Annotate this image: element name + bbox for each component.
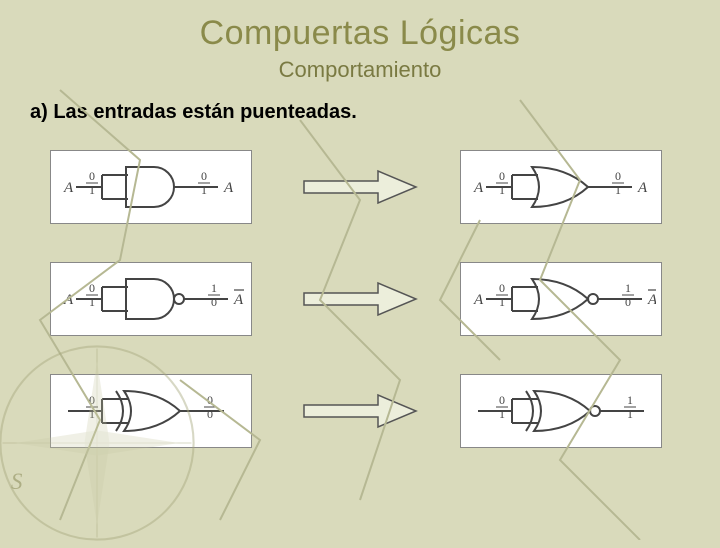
gate-or: 0 1 0 1 A A — [460, 150, 662, 224]
svg-text:1: 1 — [211, 281, 217, 295]
svg-text:1: 1 — [499, 183, 505, 197]
svg-text:0: 0 — [207, 393, 213, 407]
gate-and: 0 1 0 1 A A — [50, 150, 252, 224]
svg-text:1: 1 — [89, 295, 95, 309]
gate-nand: 0 1 1 0 A A — [50, 262, 252, 336]
svg-text:0: 0 — [499, 169, 505, 183]
svg-text:0: 0 — [89, 169, 95, 183]
svg-text:A: A — [637, 180, 648, 196]
svg-text:A: A — [233, 292, 244, 308]
svg-text:0: 0 — [207, 407, 213, 421]
svg-text:0: 0 — [89, 393, 95, 407]
svg-text:0: 0 — [89, 281, 95, 295]
svg-text:0: 0 — [625, 295, 631, 309]
gate-xnor: 0 1 1 1 — [460, 374, 662, 448]
svg-text:1: 1 — [627, 393, 633, 407]
svg-text:A: A — [63, 180, 74, 196]
svg-text:0: 0 — [499, 281, 505, 295]
arrow-row-2 — [300, 279, 420, 319]
svg-text:A: A — [473, 292, 484, 308]
arrow-row-3 — [300, 391, 420, 431]
svg-text:1: 1 — [89, 183, 95, 197]
svg-text:A: A — [223, 180, 234, 196]
gate-nor: 0 1 1 0 A A — [460, 262, 662, 336]
svg-text:A: A — [473, 180, 484, 196]
arrow-row-1 — [300, 167, 420, 207]
svg-text:1: 1 — [625, 281, 631, 295]
svg-text:1: 1 — [499, 407, 505, 421]
svg-text:1: 1 — [627, 407, 633, 421]
svg-text:0: 0 — [499, 393, 505, 407]
section-label: a) Las entradas están puenteadas. — [30, 101, 720, 124]
svg-text:0: 0 — [211, 295, 217, 309]
slide-title: Compuertas Lógicas — [0, 0, 720, 53]
gate-grid: 0 1 0 1 A A 0 1 0 1 A — [0, 142, 720, 456]
slide-subtitle: Comportamiento — [0, 57, 720, 83]
svg-text:0: 0 — [615, 169, 621, 183]
svg-text:A: A — [647, 292, 656, 308]
svg-text:1: 1 — [499, 295, 505, 309]
svg-text:1: 1 — [615, 183, 621, 197]
svg-text:1: 1 — [89, 407, 95, 421]
gate-xor: 0 1 0 0 — [50, 374, 252, 448]
compass-s-label: S — [11, 468, 23, 494]
svg-text:1: 1 — [201, 183, 207, 197]
svg-text:A: A — [63, 292, 74, 308]
svg-text:0: 0 — [201, 169, 207, 183]
